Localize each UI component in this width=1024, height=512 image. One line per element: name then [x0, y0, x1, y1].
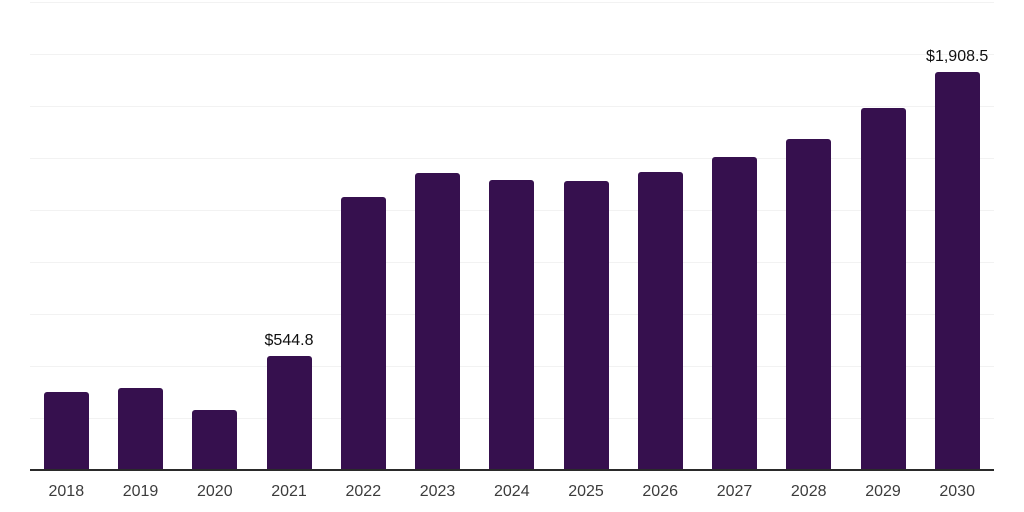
bar-2028: [786, 138, 832, 469]
bar-2018: [43, 391, 89, 469]
x-tick-2029: 2029: [865, 483, 901, 500]
bar-2027: [712, 157, 757, 469]
bar-2022: [340, 196, 386, 469]
gridline: [30, 106, 994, 107]
x-axis-line: [30, 469, 994, 471]
bar-2021: [266, 355, 312, 469]
x-tick-2021: 2021: [271, 483, 307, 500]
value-label-2030: $1,908.5: [926, 48, 989, 65]
gridline: [30, 2, 994, 3]
bar-2025: [563, 180, 609, 469]
x-tick-2024: 2024: [494, 483, 530, 500]
x-tick-2025: 2025: [568, 483, 604, 500]
x-tick-2030: 2030: [939, 483, 975, 500]
x-tick-2023: 2023: [419, 483, 456, 500]
bar-2030: [934, 72, 980, 469]
bar-2026: [637, 171, 683, 469]
bar-2020: [192, 409, 238, 469]
bar-2029: [860, 108, 906, 469]
x-tick-2018: 2018: [48, 483, 85, 500]
x-tick-2028: 2028: [790, 483, 827, 500]
x-tick-2026: 2026: [642, 483, 678, 500]
gridline: [30, 54, 994, 55]
x-tick-2019: 2019: [122, 483, 159, 500]
bar-2023: [415, 173, 460, 469]
bar-2024: [489, 179, 535, 469]
gridline: [30, 158, 994, 159]
x-tick-2022: 2022: [345, 483, 382, 500]
value-label-2021: $544.8: [264, 331, 314, 349]
x-tick-2020: 2020: [197, 483, 233, 500]
x-tick-2027: 2027: [716, 483, 753, 500]
bar-2019: [118, 387, 163, 469]
